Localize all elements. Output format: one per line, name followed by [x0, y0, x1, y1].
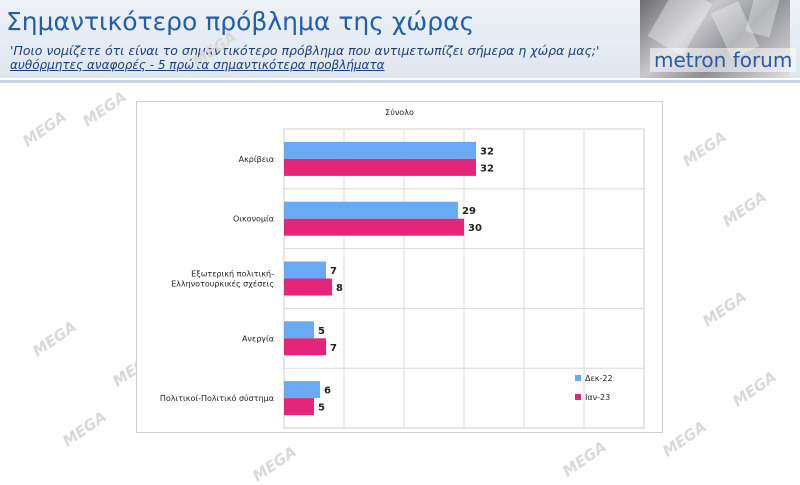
legend-label: Δεκ-22 — [585, 374, 613, 383]
bar-dec22 — [284, 141, 476, 159]
survey-subquestion: αυθόρμητες αναφορές - 5 πρώτα σημαντικότ… — [10, 58, 385, 72]
legend-swatch — [575, 394, 581, 400]
value-label: 5 — [318, 326, 325, 337]
bar-jan23 — [284, 338, 326, 356]
watermark-text: MEGA — [679, 127, 730, 171]
bar-chart: 32 32 Ακρίβεια 29 30 Οικονομία 7 8 Εξωτερική πολ… — [160, 128, 645, 429]
legend-label: Ιαν-23 — [585, 393, 610, 402]
logo-text: metron forum — [650, 48, 797, 72]
value-label: 6 — [324, 386, 331, 397]
bar-dec22 — [284, 201, 458, 219]
bar-jan23 — [284, 158, 476, 176]
bar-dec22 — [284, 261, 326, 279]
bar-jan23 — [284, 278, 332, 296]
watermark-text: MEGA — [29, 317, 80, 361]
watermark-text: MEGA — [59, 407, 110, 451]
value-label: 8 — [336, 283, 343, 294]
watermark-text: MEGA — [699, 287, 750, 331]
bar-dec22 — [284, 321, 314, 339]
watermark-text: MEGA — [249, 442, 300, 485]
value-label: 29 — [462, 206, 476, 217]
category-label: Ανεργία — [242, 334, 274, 343]
category-label: Ακρίβεια — [239, 155, 274, 164]
value-label: 7 — [330, 266, 337, 277]
legend-swatch — [575, 375, 581, 381]
category-label: Οικονομία — [233, 215, 274, 224]
watermark-text: MEGA — [19, 107, 70, 151]
chart-title: Σύνολο — [385, 108, 414, 117]
survey-question: 'Ποιο νομίζετε ότι είναι το σημαντικότερ… — [10, 43, 600, 58]
watermark-text: MEGA — [559, 437, 610, 481]
value-label: 32 — [480, 163, 494, 174]
value-label: 30 — [468, 223, 482, 234]
watermark-text: MEGA — [79, 87, 130, 131]
watermark-text: MEGA — [719, 187, 770, 231]
chart-frame: Σύνολο 32 32 Ακρίβεια 29 30 Οικονομία 7 8 Εξωτερ… — [136, 101, 663, 433]
bar-jan23 — [284, 398, 314, 416]
value-label: 5 — [318, 403, 325, 414]
watermark-text: MEGA — [729, 367, 780, 411]
page-title: Σημαντικότερο πρόβλημα της χώρας — [6, 7, 475, 36]
value-label: 32 — [480, 146, 494, 157]
category-label: Εξωτερική πολιτική-Ελληνοτουρκικές σχέσε… — [171, 270, 274, 289]
watermark-text: MEGA — [659, 417, 710, 461]
value-label: 7 — [330, 343, 337, 354]
bar-dec22 — [284, 381, 320, 399]
category-label: Πολιτικοί-Πολιτικό σύστημα — [160, 393, 274, 403]
bar-jan23 — [284, 218, 464, 236]
header-divider — [0, 80, 800, 83]
